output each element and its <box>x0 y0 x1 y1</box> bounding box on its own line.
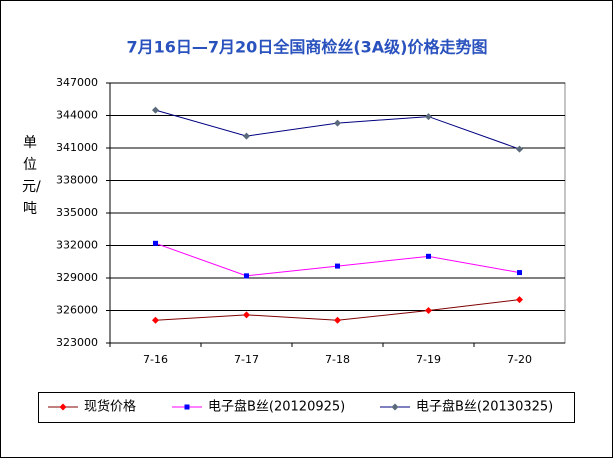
marker <box>335 263 340 269</box>
marker <box>426 253 431 259</box>
x-tick-label: 7-19 <box>416 353 441 366</box>
y-axis-label: 单位 元/吨 <box>22 135 41 217</box>
marker <box>334 119 341 127</box>
x-tick-label: 7-18 <box>325 353 350 366</box>
marker <box>243 311 250 319</box>
marker <box>153 240 158 246</box>
legend-label: 现货价格 <box>84 399 136 415</box>
x-tick-label: 7-16 <box>143 353 168 366</box>
legend-label: 电子盘B丝(20120925) <box>208 399 345 415</box>
y-tick-label: 344000 <box>56 109 98 122</box>
chart-title: 7月16日—7月20日全国商检丝(3A级)价格走势图 <box>127 38 488 57</box>
marker <box>152 316 159 324</box>
marker <box>517 270 522 276</box>
x-tick-label: 7-20 <box>507 353 532 366</box>
marker <box>516 145 523 153</box>
marker <box>59 403 67 411</box>
marker <box>425 113 432 121</box>
y-tick-label: 338000 <box>56 174 98 187</box>
marker <box>425 307 432 314</box>
y-tick-label: 347000 <box>56 76 98 89</box>
legend <box>38 392 575 423</box>
x-tick-label: 7-17 <box>234 353 259 366</box>
marker <box>244 273 249 279</box>
marker <box>334 316 341 324</box>
y-tick-label: 323000 <box>56 336 98 349</box>
marker <box>184 404 190 410</box>
y-tick-label: 326000 <box>56 304 98 317</box>
marker <box>243 132 250 140</box>
y-tick-label: 332000 <box>56 239 98 252</box>
legend-label: 电子盘B丝(20130325) <box>416 399 553 415</box>
marker <box>152 106 159 114</box>
y-tick-label: 329000 <box>56 271 98 284</box>
y-tick-label: 341000 <box>56 141 98 154</box>
y-tick-label: 335000 <box>56 206 98 219</box>
marker <box>516 296 523 304</box>
marker <box>391 403 399 411</box>
